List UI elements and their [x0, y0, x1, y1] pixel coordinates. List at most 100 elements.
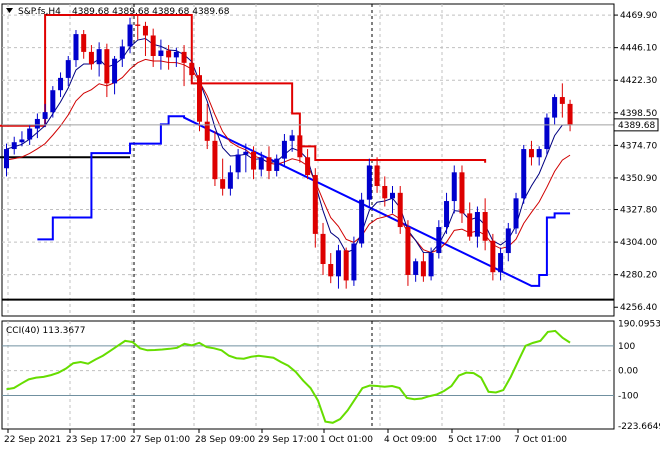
time-tick-label: 27 Sep 01:00: [130, 435, 190, 445]
time-tick-label: 23 Sep 17:00: [66, 435, 126, 445]
candle-body: [243, 151, 249, 155]
candle-body: [289, 135, 295, 141]
cci-tick-label: 190.0953: [618, 319, 660, 329]
time-tick-label: 29 Sep 17:00: [258, 435, 318, 445]
candle-body: [405, 227, 411, 275]
blue-trend-line: [37, 115, 571, 287]
cci-tick-label: 100: [618, 342, 635, 352]
candle-body: [335, 250, 341, 277]
candle-body: [474, 212, 480, 237]
candle-body: [467, 213, 473, 237]
candle-body: [351, 243, 357, 281]
candle-body: [382, 186, 388, 199]
candle-body: [482, 212, 488, 241]
red-step-path: [0, 13, 487, 163]
collapse-triangle-icon[interactable]: [6, 8, 13, 13]
price-tick-label: 4280.20: [620, 271, 657, 281]
candle-body: [413, 261, 419, 275]
candle-body: [212, 140, 218, 180]
candle-body: [281, 140, 287, 159]
candle-body: [552, 97, 558, 118]
candle-body: [305, 157, 311, 176]
price-tick-label: 4398.50: [620, 109, 657, 119]
candle-body: [96, 49, 102, 65]
candle-body: [397, 192, 403, 228]
price-tick-label: 4446.10: [620, 44, 657, 54]
candle-body: [436, 227, 442, 254]
candle-body: [65, 60, 71, 78]
price-tick-label: 4374.70: [620, 141, 657, 151]
ohlc-label: 4389.68 4389.68 4389.68 4389.68: [72, 7, 230, 17]
candle-body: [34, 118, 40, 129]
price-tick-label: 4422.30: [620, 76, 657, 86]
candle-body: [428, 253, 434, 277]
candle-body: [135, 24, 141, 26]
candle-body: [4, 149, 9, 169]
candle-body: [11, 142, 17, 150]
candle-body: [312, 175, 318, 234]
candle-body: [158, 50, 164, 56]
cci-path: [6, 329, 571, 424]
candles: [4, 14, 573, 289]
candle-body: [490, 240, 496, 273]
candle-body: [320, 233, 326, 264]
candle-body: [343, 250, 349, 281]
time-tick-label: 7 Oct 01:00: [514, 435, 567, 445]
candle-body: [451, 172, 457, 202]
candle-body: [459, 172, 465, 214]
candle-body: [220, 179, 226, 189]
candle-body: [274, 158, 280, 171]
candle-body: [297, 135, 303, 158]
candle-body: [528, 149, 534, 158]
candle-body: [266, 157, 272, 171]
price-tick-label: 4469.90: [620, 11, 657, 21]
candle-body: [235, 154, 241, 173]
candle-body: [58, 77, 64, 91]
price-tick-label: 4304.00: [620, 238, 657, 248]
candle-body: [328, 264, 334, 277]
candle-body: [119, 46, 125, 59]
cci-tick-label: -100: [618, 391, 639, 401]
candle-body: [498, 253, 504, 273]
cci-axis: 190.0953 100 0.00 -100 -223.6649: [618, 319, 660, 432]
price-tick-label: 4350.90: [620, 174, 657, 184]
time-axis: 22 Sep 2021 23 Sep 17:00 27 Sep 01:00 28 Se…: [4, 429, 567, 445]
symbol-label: S&P.fs,H4: [18, 7, 61, 17]
cci-tick-label: 0.00: [618, 367, 638, 377]
time-tick-label: 5 Oct 17:00: [448, 435, 501, 445]
cci-label: CCI(40) 113.3677: [6, 326, 86, 336]
candle-body: [42, 112, 48, 119]
cci-pane[interactable]: CCI(40) 113.3677: [1, 320, 615, 430]
candle-body: [142, 25, 148, 36]
price-pane[interactable]: S&P.fs,H4 4389.68 4389.68 4389.68 4389.6…: [0, 3, 615, 429]
candle-body: [521, 149, 527, 199]
candle-body: [505, 228, 511, 254]
time-tick-label: 28 Sep 09:00: [195, 435, 255, 445]
candle-body: [173, 51, 179, 58]
candle-body: [366, 165, 372, 200]
candle-body: [536, 149, 542, 158]
current-price-tag: [613, 118, 659, 132]
cci-line: [6, 329, 571, 424]
candle-body: [359, 199, 365, 244]
candle-body: [88, 51, 94, 65]
time-tick-label: 4 Oct 09:00: [384, 435, 437, 445]
candle-body: [104, 49, 110, 84]
candle-body: [567, 103, 573, 125]
candle-body: [127, 24, 133, 47]
candle-body: [544, 117, 550, 150]
candle-body: [50, 90, 56, 113]
candle-body: [258, 157, 264, 170]
price-axis: 4469.90 4446.10 4422.30 4398.50 4374.70 4350.…: [613, 11, 659, 313]
candle-body: [513, 198, 519, 229]
candle-body: [390, 192, 395, 199]
candle-body: [197, 75, 202, 122]
candle-body: [251, 151, 257, 170]
time-tick-label: 22 Sep 2021: [4, 435, 61, 445]
candle-body: [181, 51, 187, 63]
current-price-value: 4389.68: [618, 121, 655, 131]
candle-body: [374, 165, 380, 186]
blue-step-path: [37, 115, 571, 287]
candle-body: [204, 121, 210, 141]
